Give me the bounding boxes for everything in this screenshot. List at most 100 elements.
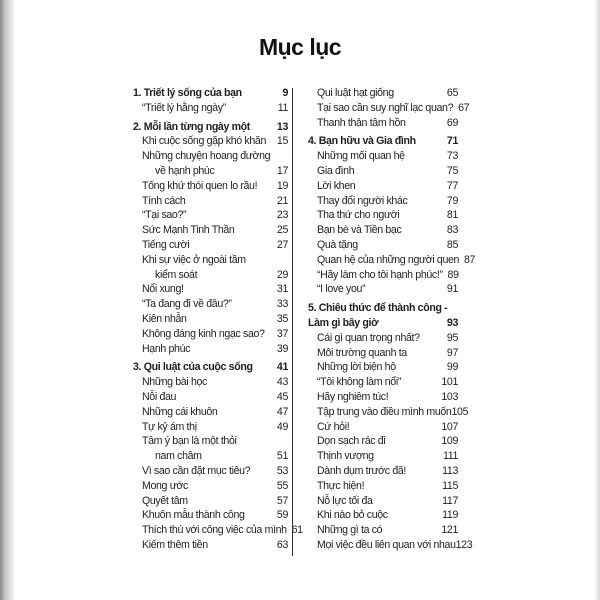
page-number: 33 (276, 298, 288, 311)
toc-entry: Kiên nhẫn 35 (133, 312, 288, 327)
page-number: 97 (446, 346, 458, 359)
entry-title: 3. Qui luật của cuộc sống (133, 361, 253, 374)
toc-entry: Lời khen 77 (308, 179, 458, 194)
toc-entry: Nổi xung! 31 (133, 282, 288, 297)
toc-entry: Những bài học 43 (133, 375, 288, 390)
entry-title: Khi nào bỏ cuộc (317, 509, 388, 522)
page-number: 75 (446, 164, 458, 177)
page-number: 35 (276, 312, 288, 325)
entry-title: “I love you” (317, 283, 366, 296)
toc-column-left: 1. Triết lý sống của bạn 9 “Triết lý hằng … (133, 86, 303, 553)
entry-title: nam châm (155, 450, 202, 463)
page-number: 15 (276, 135, 288, 148)
entry-title: Tính cách (142, 194, 186, 207)
toc-entry: Cái gì quan trọng nhất? 95 (308, 331, 458, 346)
toc-entry: Thích thú với công việc của mình 61 (133, 523, 303, 538)
entry-title: Qui luật hạt giống (317, 87, 394, 99)
page-number: 79 (446, 194, 458, 207)
toc-entry: Tính cách 21 (133, 194, 288, 209)
toc-entry: Tống khứ thói quen lo rầu! 19 (133, 179, 288, 194)
entry-title: 2. Mỗi lần từng ngày một (133, 120, 250, 133)
toc-entry: Gia đình 75 (308, 164, 458, 179)
page-number: 111 (442, 450, 458, 463)
toc-entry: “Tại sao?” 23 (133, 208, 288, 223)
entry-title: Vì sao cần đặt mục tiêu? (142, 464, 251, 477)
toc-entry: Những chuyện hoang đường (133, 149, 288, 164)
entry-title: Tâm ý bạn là một thỏi (142, 435, 237, 448)
page-number: 123 (455, 538, 473, 551)
toc-entry: Khuôn mẫu thành công 59 (133, 508, 288, 523)
toc-entry: Cứ hỏi! 107 (308, 420, 458, 435)
toc-entry: Thanh thản tâm hồn 69 (308, 116, 458, 131)
column-divider (292, 88, 293, 556)
toc-entry: Dành dụm trước đã! 113 (308, 464, 458, 479)
page-number: 31 (276, 283, 288, 296)
entry-title: 1. Triết lý sống của bạn (133, 87, 242, 99)
entry-title: “Hãy làm cho tôi hạnh phúc!” (317, 268, 443, 281)
toc-entry: Không đáng kinh ngạc sao? 37 (133, 327, 288, 342)
page-number: 13 (276, 120, 288, 133)
page-number: 23 (276, 209, 288, 222)
entry-title: Tại sao cần suy nghĩ lạc quan? (317, 101, 454, 114)
entry-title: Những mối quan hệ (317, 150, 405, 163)
toc-entry: nam châm 51 (133, 449, 288, 464)
toc-section-entry: 2. Mỗi lần từng ngày một 13 (133, 120, 288, 135)
page-edge-shadow-right (594, 0, 600, 600)
page-number: 115 (442, 479, 458, 492)
entry-title: Tha thứ cho người (317, 209, 400, 222)
page-number: 83 (446, 224, 458, 237)
page-number: 9 (282, 87, 288, 99)
toc-entry: Khi sự việc ở ngoài tầm (133, 253, 288, 268)
page-number: 105 (451, 405, 469, 418)
page-number: 85 (446, 238, 458, 251)
entry-title: Cứ hỏi! (317, 420, 350, 433)
page-number: 45 (276, 390, 288, 403)
page-number: 77 (446, 179, 458, 192)
page-edge-shadow (0, 0, 14, 600)
entry-title: “Tôi không làm nổi” (317, 376, 402, 389)
entry-title: Những gì ta có (317, 524, 383, 537)
toc-entry: Thịnh vượng 111 (308, 449, 458, 464)
toc-section-entry: 5. Chiêu thức để thành công - (308, 301, 458, 316)
entry-title: Không đáng kinh ngạc sao? (142, 327, 265, 340)
toc-entry: Hạnh phúc 39 (133, 342, 288, 357)
toc-column-right: Qui luật hạt giống 65 Tại sao cần suy nghĩ… (308, 86, 475, 553)
toc-entry: Nỗi đau 45 (133, 390, 288, 405)
page-number: 57 (276, 494, 288, 507)
entry-title: về hạnh phúc (155, 164, 215, 177)
page-number: 17 (276, 164, 288, 177)
page-number: 87 (464, 253, 476, 266)
toc-section-entry: 4. Bạn hữu và Gia đình 71 (308, 134, 458, 149)
toc-entry: Tâm ý bạn là một thỏi (133, 434, 288, 449)
entry-title: Kiên nhẫn (142, 312, 187, 325)
entry-title: Gia đình (317, 164, 355, 177)
entry-title: Thực hiện! (317, 479, 365, 492)
toc-entry: Môi trường quanh ta 97 (308, 346, 458, 361)
toc-entry: Mọi việc đều liên quan với nhau 123 (308, 538, 473, 553)
entry-title: Mọi việc đều liên quan với nhau (317, 538, 456, 551)
page-number: 63 (276, 538, 288, 551)
page-number: 93 (446, 316, 458, 329)
page-number: 11 (277, 101, 289, 114)
entry-title: Quyết tâm (142, 494, 188, 507)
page-number: 109 (441, 435, 458, 448)
entry-title: “Triết lý hằng ngày” (142, 101, 226, 114)
entry-title: “Tại sao?” (142, 209, 187, 222)
entry-title: Hãy nghiêm túc! (317, 390, 389, 403)
page-number: 65 (446, 87, 458, 99)
toc-entry: “I love you” 91 (308, 282, 458, 297)
page-number: 25 (276, 224, 288, 237)
page-number: 37 (276, 327, 288, 340)
entry-title: Khi cuộc sống gặp khó khăn (142, 135, 267, 148)
entry-title: Hạnh phúc (142, 342, 191, 355)
toc-entry: “Ta đang đi về đâu?” 33 (133, 297, 288, 312)
toc-entry: Tại sao cần suy nghĩ lạc quan? 67 (308, 101, 470, 116)
toc-section-entry: Làm gì bây giờ 93 (308, 316, 458, 331)
page-number: 27 (276, 238, 288, 251)
page-number: 55 (276, 479, 288, 492)
entry-title: Cái gì quan trọng nhất? (317, 331, 420, 344)
page-number: 69 (446, 116, 458, 129)
toc-entry: về hạnh phúc 17 (133, 164, 288, 179)
page-number: 71 (446, 135, 458, 148)
entry-title: Quà tặng (317, 238, 358, 251)
